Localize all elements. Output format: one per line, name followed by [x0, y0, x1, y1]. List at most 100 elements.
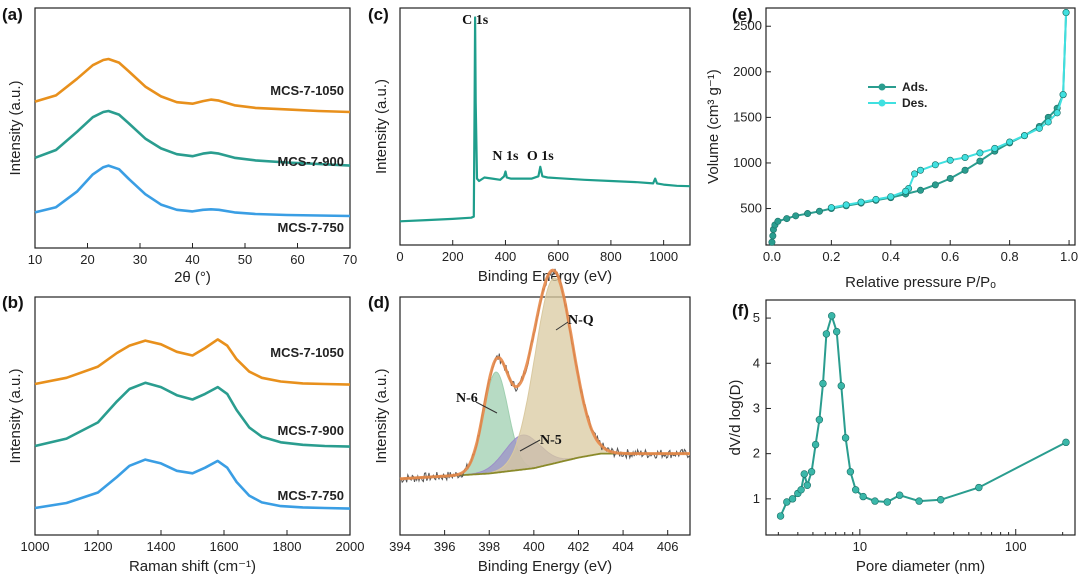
y-tick-label: 2 [753, 446, 760, 461]
plot-frame [765, 299, 1076, 536]
x-tick-label: 10 [28, 252, 42, 267]
x-tick-label: 600 [547, 249, 569, 264]
x-tick-label: 1600 [210, 539, 239, 554]
data-point [1059, 91, 1067, 99]
data-point [975, 483, 983, 492]
peak-label: N-5 [540, 433, 562, 448]
data-point [961, 153, 969, 161]
y-tick-label: 1000 [733, 155, 762, 170]
x-tick-label: 30 [133, 252, 147, 267]
data-point [961, 166, 969, 174]
data-point [841, 434, 850, 442]
data-point [859, 492, 867, 501]
data-point [783, 498, 791, 506]
data-point [783, 215, 791, 223]
leader-line [475, 401, 498, 414]
data-point [931, 161, 939, 169]
fit-envelope-line [399, 268, 690, 481]
series-label: MCS-7-750 [278, 488, 344, 503]
panel-b-raman: 1000 1200 1400 1600 1800 2000 Raman shift (cm⁻… [7, 296, 365, 575]
y-tick-label: 4 [753, 355, 760, 370]
series-label: MCS-7-1050 [270, 345, 344, 360]
series-label: MCS-7-900 [278, 154, 344, 169]
data-point [822, 330, 831, 338]
y-axis-label: Intensity (a.u.) [373, 368, 390, 463]
data-point [857, 198, 865, 206]
data-point [792, 212, 800, 220]
y-tick-label: 2500 [733, 18, 762, 33]
legend-label: Ads. [902, 80, 928, 94]
legend-label: Des. [902, 96, 927, 110]
data-point [887, 193, 895, 201]
x-tick-label: 70 [343, 252, 357, 267]
data-point [931, 181, 939, 189]
data-point [916, 186, 924, 194]
legend-marker [878, 83, 886, 91]
data-point [1006, 138, 1014, 146]
data-point [915, 497, 923, 505]
plot-frame [765, 7, 1076, 246]
series-line [779, 312, 1067, 517]
data-point [871, 497, 879, 505]
data-point [846, 468, 855, 476]
data-point [1053, 109, 1061, 117]
data-point [883, 498, 891, 506]
data-point [788, 495, 797, 503]
series-line [34, 57, 351, 114]
x-tick-label: 1000 [649, 249, 678, 264]
x-tick-label: 1200 [84, 539, 113, 554]
series-line [770, 12, 1068, 243]
y-axis-label: Volume (cm³ g⁻¹) [705, 69, 722, 184]
panel-label-a: (a) [2, 5, 23, 24]
peak-label: N-Q [568, 313, 594, 328]
series-line [34, 458, 351, 510]
x-tick-label: 100 [1005, 539, 1027, 554]
x-axis-label: 2θ (°) [174, 269, 211, 286]
leader-line [519, 439, 541, 452]
x-tick-label: 2000 [336, 539, 365, 554]
data-point [1035, 124, 1043, 132]
data-point [768, 238, 776, 246]
panel-label-f: (f) [732, 301, 749, 320]
x-axis-label: Binding Energy (eV) [478, 268, 612, 285]
y-axis-label: Intensity (a.u.) [373, 79, 390, 174]
x-axis-label: Raman shift (cm⁻¹) [129, 558, 256, 575]
series-line [399, 16, 691, 223]
data-point [837, 382, 845, 390]
data-point [946, 156, 954, 164]
data-point [895, 491, 904, 499]
component-area [399, 277, 690, 480]
y-tick-label: 1 [753, 491, 760, 506]
panel-f-psd: 10 100 1 2 3 4 5 Pore diameter (nm) dV/d log(D) [727, 299, 1076, 575]
x-tick-label: 396 [434, 539, 456, 554]
x-tick-label: 0.4 [882, 249, 900, 264]
x-tick-label: 0.6 [941, 249, 959, 264]
x-tick-label: 1800 [273, 539, 302, 554]
x-tick-label: 1.0 [1060, 249, 1078, 264]
legend-marker [878, 99, 886, 107]
x-tick-label: 406 [657, 539, 679, 554]
panel-e-isotherm: 0.0 0.2 0.4 0.6 0.8 1.0 500 1000 1500 2000 2500 Rel… [705, 7, 1078, 291]
data-point [803, 481, 811, 489]
data-point [872, 195, 880, 203]
panel-label-d: (d) [368, 293, 390, 312]
y-tick-label: 5 [753, 310, 760, 325]
x-tick-label: 0.8 [1001, 249, 1019, 264]
data-point [911, 170, 919, 178]
panel-d-n1s: 394 396 398 400 402 404 406 Binding Energy (eV)… [373, 268, 691, 575]
data-point [807, 468, 816, 476]
data-point [797, 486, 805, 494]
x-tick-label: 200 [442, 249, 464, 264]
x-tick-label: 50 [238, 252, 252, 267]
panel-label-b: (b) [2, 293, 24, 312]
x-tick-label: 0 [396, 249, 403, 264]
data-point [976, 149, 984, 157]
x-tick-label: 400 [495, 249, 517, 264]
x-tick-label: 1000 [21, 539, 50, 554]
data-point [769, 232, 777, 240]
data-point [1020, 132, 1028, 140]
x-tick-label: 394 [389, 539, 411, 554]
y-tick-label: 2000 [733, 64, 762, 79]
data-point [827, 204, 835, 212]
